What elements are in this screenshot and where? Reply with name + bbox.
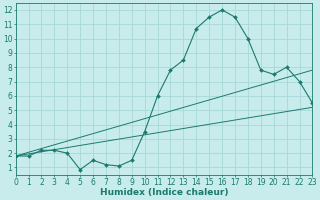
X-axis label: Humidex (Indice chaleur): Humidex (Indice chaleur) (100, 188, 228, 197)
